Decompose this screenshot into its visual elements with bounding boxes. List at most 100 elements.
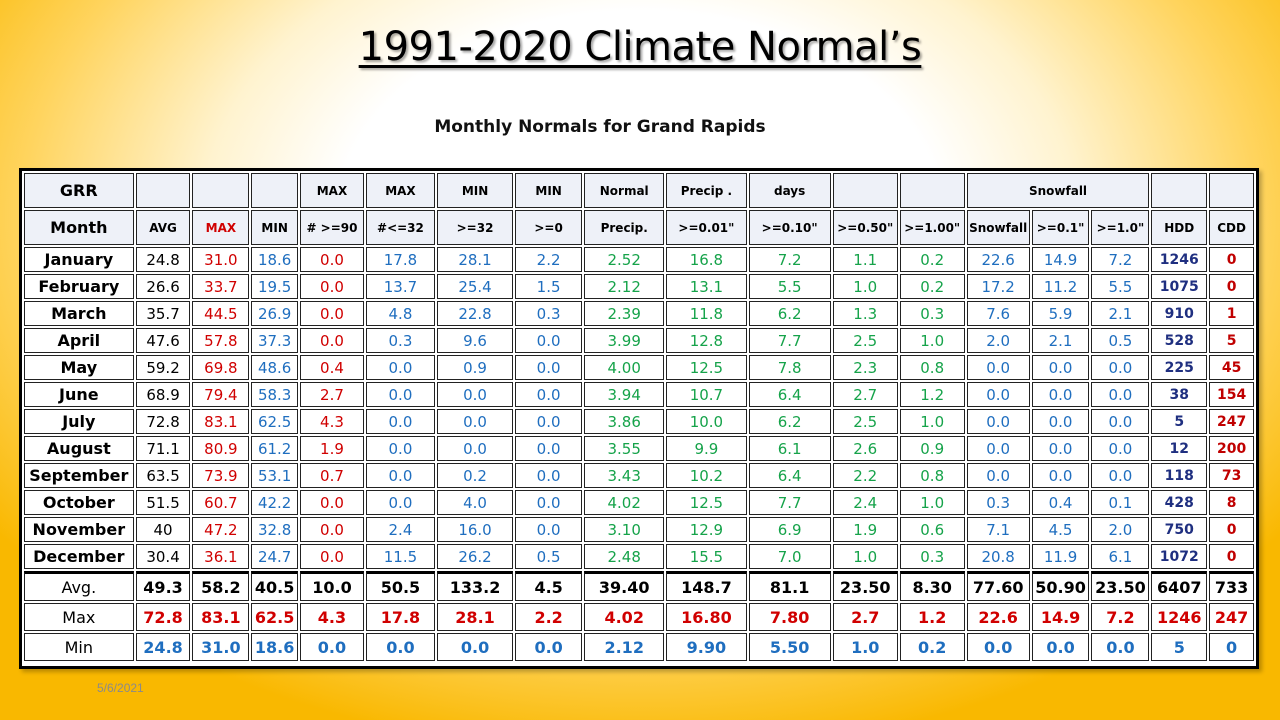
- cell-avg: 63.5: [135, 463, 191, 488]
- month-label: January: [24, 247, 134, 272]
- cell-min: 42.2: [251, 490, 298, 515]
- cell-max-le32: 13.7: [365, 274, 435, 299]
- month-label: May: [24, 355, 134, 380]
- cell-avg: 68.9: [135, 382, 191, 407]
- summary-cell-precip-ge100: 8.30: [899, 571, 965, 601]
- cell-max: 31.0: [192, 247, 250, 272]
- month-label: April: [24, 328, 134, 353]
- header-ge32: >=32: [436, 210, 514, 245]
- cell-cdd: 5: [1209, 328, 1254, 353]
- cell-snowfall: 0.3: [966, 490, 1030, 515]
- cell-min-ge0: 0.0: [515, 382, 583, 407]
- header-snow-ge01: >=0.1": [1031, 210, 1090, 245]
- cell-precip: 3.86: [584, 409, 665, 434]
- cell-max-le32: 0.0: [365, 409, 435, 434]
- summary-cell-min-ge0: 2.2: [515, 603, 583, 631]
- month-label: March: [24, 301, 134, 326]
- cell-precip-ge001: 12.5: [666, 355, 747, 380]
- cell-min: 48.6: [251, 355, 298, 380]
- header-snow-ge10: >=1.0": [1091, 210, 1150, 245]
- cell-max: 69.8: [192, 355, 250, 380]
- summary-cell-precip-ge010: 5.50: [748, 633, 831, 661]
- cell-precip-ge010: 6.2: [748, 301, 831, 326]
- summary-cell-hdd: 5: [1151, 633, 1208, 661]
- cell-min-ge0: 0.0: [515, 517, 583, 542]
- cell-precip: 2.48: [584, 544, 665, 569]
- header-max-90: MAX: [299, 173, 364, 208]
- summary-row-min: Min 24.8 31.0 18.6 0.0 0.0 0.0 0.0 2.12 9.90 5.50 1…: [24, 633, 1254, 661]
- cell-snow-ge01: 11.2: [1031, 274, 1090, 299]
- header-ge90: # >=90: [299, 210, 364, 245]
- cell-max-ge90: 0.0: [299, 517, 364, 542]
- month-row: November 40 47.2 32.8 0.0 2.4 16.0 0.0 3.10 12.9 6…: [24, 517, 1254, 542]
- cell-max-ge90: 0.0: [299, 490, 364, 515]
- cell-precip-ge001: 10.2: [666, 463, 747, 488]
- cell-snow-ge10: 6.1: [1091, 544, 1150, 569]
- summary-cell-min: 40.5: [251, 571, 298, 601]
- cell-avg: 35.7: [135, 301, 191, 326]
- cell-hdd: 910: [1151, 301, 1208, 326]
- cell-precip-ge010: 6.4: [748, 382, 831, 407]
- cell-precip-ge050: 1.9: [832, 517, 898, 542]
- cell-cdd: 0: [1209, 274, 1254, 299]
- cell-min-ge32: 0.2: [436, 463, 514, 488]
- month-row: October 51.5 60.7 42.2 0.0 0.0 4.0 0.0 4.02 12.5 7…: [24, 490, 1254, 515]
- month-label: November: [24, 517, 134, 542]
- cell-snow-ge10: 0.0: [1091, 355, 1150, 380]
- month-label: October: [24, 490, 134, 515]
- cell-min-ge0: 0.0: [515, 463, 583, 488]
- cell-hdd: 1072: [1151, 544, 1208, 569]
- header-avg: AVG: [135, 210, 191, 245]
- summary-cell-precip-ge050: 1.0: [832, 633, 898, 661]
- cell-min-ge0: 0.0: [515, 328, 583, 353]
- summary-cell-min-ge0: 0.0: [515, 633, 583, 661]
- cell-precip-ge100: 1.2: [899, 382, 965, 407]
- cell-precip-ge100: 1.0: [899, 409, 965, 434]
- summary-cell-min: 18.6: [251, 633, 298, 661]
- cell-snow-ge01: 5.9: [1031, 301, 1090, 326]
- cell-max-le32: 0.0: [365, 463, 435, 488]
- cell-min-ge32: 4.0: [436, 490, 514, 515]
- cell-max-ge90: 0.4: [299, 355, 364, 380]
- cell-precip-ge050: 2.5: [832, 409, 898, 434]
- summary-cell-precip: 4.02: [584, 603, 665, 631]
- cell-precip: 4.00: [584, 355, 665, 380]
- cell-precip-ge010: 7.7: [748, 328, 831, 353]
- header-ge010: >=0.10": [748, 210, 831, 245]
- cell-precip-ge050: 2.7: [832, 382, 898, 407]
- cell-precip-ge100: 1.0: [899, 328, 965, 353]
- cell-snowfall: 7.6: [966, 301, 1030, 326]
- cell-precip-ge050: 2.2: [832, 463, 898, 488]
- summary-cell-max: 31.0: [192, 633, 250, 661]
- cell-precip-ge050: 1.0: [832, 274, 898, 299]
- cell-min: 18.6: [251, 247, 298, 272]
- header-blank: [251, 173, 298, 208]
- header-row-2: Month AVG MAX MIN # >=90 #<=32 >=32 >=0 …: [24, 210, 1254, 245]
- summary-row-avg: Avg. 49.3 58.2 40.5 10.0 50.5 133.2 4.5 39.40 148…: [24, 571, 1254, 601]
- cell-min: 58.3: [251, 382, 298, 407]
- summary-cell-precip-ge100: 0.2: [899, 633, 965, 661]
- cell-precip-ge100: 0.8: [899, 463, 965, 488]
- summary-row-max: Max 72.8 83.1 62.5 4.3 17.8 28.1 2.2 4.02 16.80 7.…: [24, 603, 1254, 631]
- cell-precip: 3.10: [584, 517, 665, 542]
- cell-max-le32: 11.5: [365, 544, 435, 569]
- cell-snow-ge10: 2.1: [1091, 301, 1150, 326]
- summary-cell-precip-ge050: 23.50: [832, 571, 898, 601]
- cell-precip-ge100: 0.6: [899, 517, 965, 542]
- cell-max: 47.2: [192, 517, 250, 542]
- cell-min-ge32: 0.0: [436, 382, 514, 407]
- summary-cell-max-le32: 50.5: [365, 571, 435, 601]
- cell-snow-ge01: 0.4: [1031, 490, 1090, 515]
- summary-cell-precip-ge100: 1.2: [899, 603, 965, 631]
- cell-min-ge32: 0.0: [436, 436, 514, 461]
- summary-cell-snowfall: 77.60: [966, 571, 1030, 601]
- cell-snow-ge10: 0.1: [1091, 490, 1150, 515]
- cell-hdd: 118: [1151, 463, 1208, 488]
- header-precip-normal: Precip.: [584, 210, 665, 245]
- summary-cell-cdd: 733: [1209, 571, 1254, 601]
- cell-snowfall: 22.6: [966, 247, 1030, 272]
- month-label: July: [24, 409, 134, 434]
- header-blank: [1151, 173, 1208, 208]
- cell-snowfall: 0.0: [966, 355, 1030, 380]
- cell-precip-ge001: 15.5: [666, 544, 747, 569]
